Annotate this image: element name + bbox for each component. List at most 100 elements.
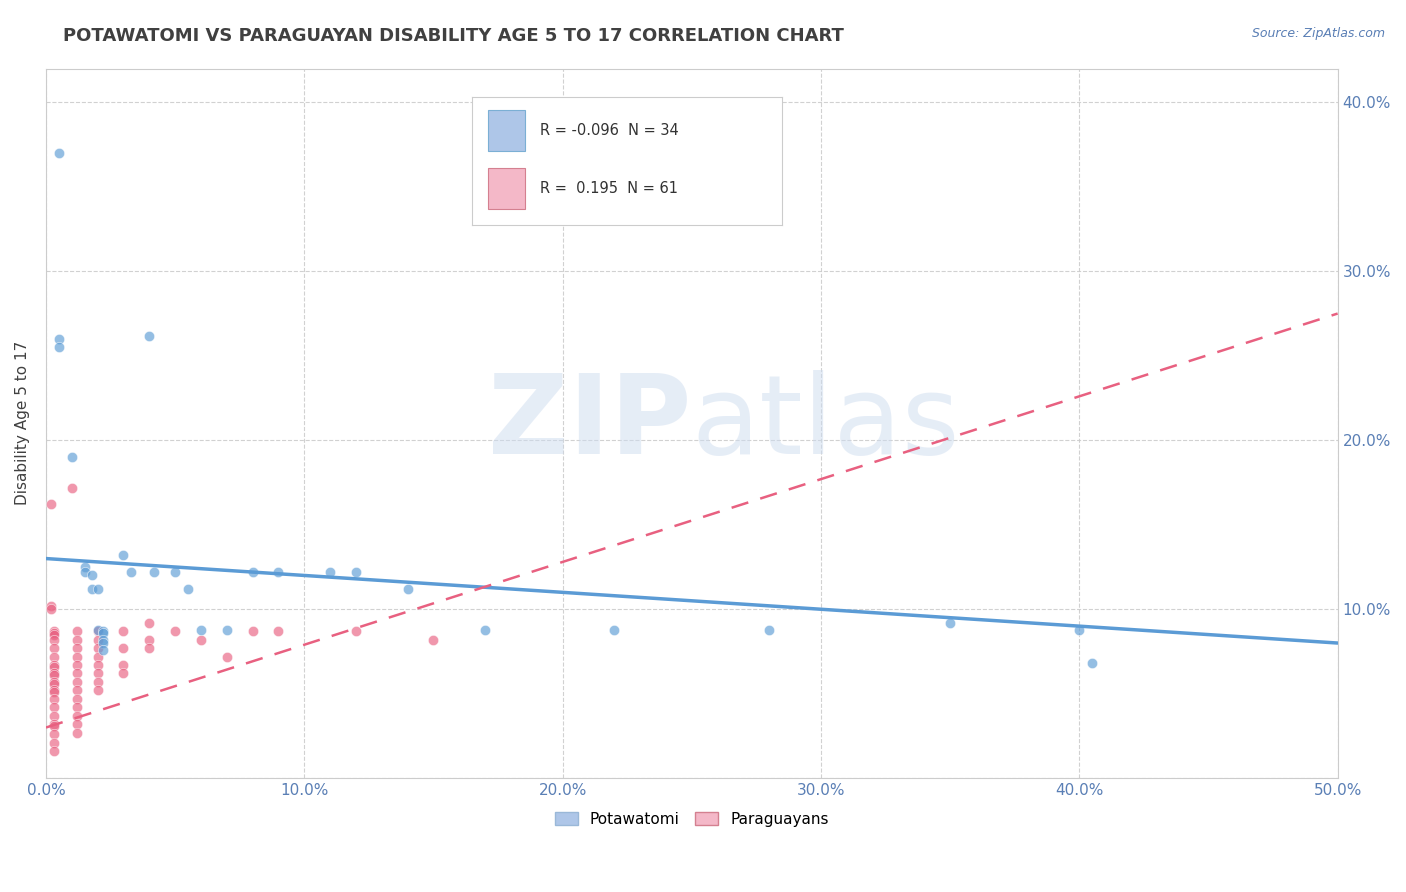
Point [120, 565, 142, 579]
Point [1081, 657, 1104, 671]
Point [138, 615, 160, 630]
Point [39, 498, 62, 512]
Point [73, 565, 96, 579]
Point [112, 641, 135, 656]
Point [48, 340, 70, 354]
Point [165, 624, 187, 639]
Point [91, 624, 114, 639]
Point [73, 560, 96, 574]
Point [42, 683, 65, 698]
Point [42, 727, 65, 741]
Point [66, 624, 89, 639]
Point [86, 683, 108, 698]
Point [242, 624, 264, 639]
Point [42, 666, 65, 681]
Point [165, 565, 187, 579]
Point [66, 691, 89, 706]
Point [66, 632, 89, 647]
Point [42, 632, 65, 647]
Point [267, 565, 290, 579]
Point [86, 666, 108, 681]
Point [42, 736, 65, 750]
Point [42, 708, 65, 723]
Point [86, 641, 108, 656]
Point [344, 624, 367, 639]
Point [66, 674, 89, 689]
Point [143, 565, 166, 579]
Point [42, 700, 65, 714]
Point [242, 565, 264, 579]
Point [758, 623, 780, 637]
Point [267, 624, 290, 639]
Point [112, 666, 135, 681]
Point [190, 623, 212, 637]
Point [344, 565, 367, 579]
Point [42, 685, 65, 699]
Point [86, 674, 108, 689]
Point [48, 146, 70, 161]
Point [42, 744, 65, 758]
Point [91, 642, 114, 657]
Point [396, 582, 419, 596]
Text: POTAWATOMI VS PARAGUAYAN DISABILITY AGE 5 TO 17 CORRELATION CHART: POTAWATOMI VS PARAGUAYAN DISABILITY AGE … [63, 27, 844, 45]
Point [42, 649, 65, 664]
Y-axis label: Disability Age 5 to 17: Disability Age 5 to 17 [15, 342, 30, 506]
Point [319, 565, 342, 579]
Point [42, 676, 65, 690]
Point [48, 332, 70, 346]
Point [177, 582, 200, 596]
Point [86, 658, 108, 673]
Point [42, 641, 65, 656]
Point [66, 666, 89, 681]
Text: ZIP: ZIP [488, 370, 692, 477]
Point [66, 725, 89, 739]
Point [138, 641, 160, 656]
Point [42, 674, 65, 689]
Point [215, 623, 238, 637]
Point [1069, 623, 1091, 637]
Point [82, 582, 104, 596]
Point [66, 641, 89, 656]
Point [42, 626, 65, 640]
Point [60, 450, 83, 465]
Point [603, 623, 626, 637]
Point [86, 582, 108, 596]
Point [66, 700, 89, 714]
Point [91, 636, 114, 650]
Point [86, 632, 108, 647]
Point [86, 649, 108, 664]
Point [190, 632, 212, 647]
Point [82, 568, 104, 582]
Point [66, 658, 89, 673]
Point [39, 602, 62, 616]
Point [42, 659, 65, 673]
Point [86, 623, 108, 637]
Point [42, 691, 65, 706]
Point [422, 632, 444, 647]
Point [42, 627, 65, 641]
Point [39, 599, 62, 613]
Point [138, 632, 160, 647]
Point [86, 624, 108, 639]
Point [138, 328, 160, 343]
Point [939, 615, 962, 630]
Point [42, 658, 65, 673]
Point [66, 683, 89, 698]
Point [42, 624, 65, 639]
Point [66, 708, 89, 723]
Legend: Potawatomi, Paraguayans: Potawatomi, Paraguayans [547, 804, 837, 834]
Point [112, 658, 135, 673]
Point [42, 668, 65, 682]
Point [112, 548, 135, 562]
Point [112, 624, 135, 639]
Point [42, 719, 65, 733]
Point [60, 481, 83, 495]
Point [91, 632, 114, 647]
Point [474, 623, 496, 637]
Point [42, 717, 65, 731]
Text: atlas: atlas [692, 370, 960, 477]
Text: Source: ZipAtlas.com: Source: ZipAtlas.com [1251, 27, 1385, 40]
Point [215, 649, 238, 664]
Point [91, 626, 114, 640]
Point [66, 649, 89, 664]
